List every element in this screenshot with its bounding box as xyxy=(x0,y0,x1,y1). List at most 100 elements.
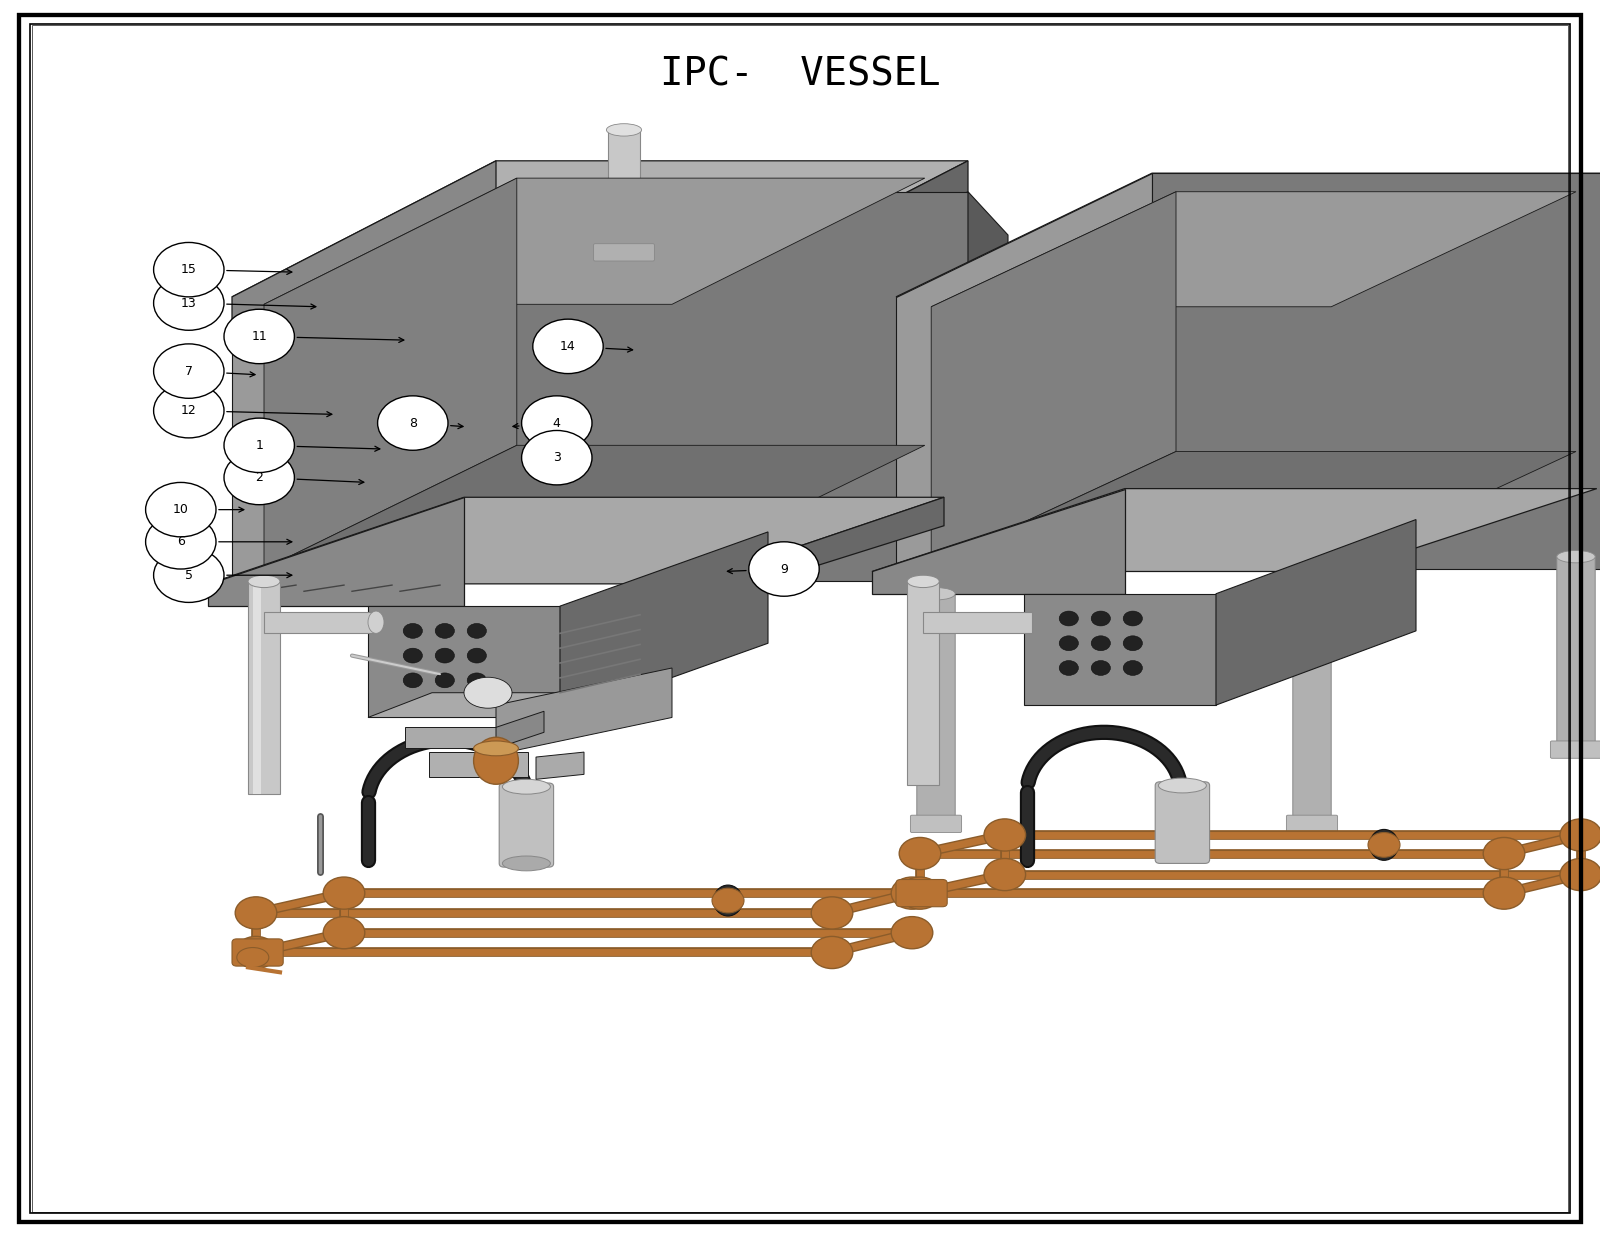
Ellipse shape xyxy=(1557,550,1595,563)
Circle shape xyxy=(154,344,224,398)
Text: 10: 10 xyxy=(173,503,189,516)
Text: 13: 13 xyxy=(181,297,197,309)
Circle shape xyxy=(146,482,216,537)
Polygon shape xyxy=(232,192,496,581)
FancyBboxPatch shape xyxy=(1155,782,1210,863)
Polygon shape xyxy=(264,612,376,633)
Polygon shape xyxy=(248,581,280,794)
Text: 8: 8 xyxy=(410,417,416,429)
Polygon shape xyxy=(208,497,944,584)
Polygon shape xyxy=(264,178,925,304)
Polygon shape xyxy=(232,161,968,297)
Polygon shape xyxy=(429,752,528,777)
Polygon shape xyxy=(896,173,1600,297)
Circle shape xyxy=(522,396,592,450)
Text: 15: 15 xyxy=(181,263,197,276)
Circle shape xyxy=(891,917,933,949)
Polygon shape xyxy=(896,173,1152,569)
Ellipse shape xyxy=(464,678,512,708)
Circle shape xyxy=(378,396,448,450)
Text: 12: 12 xyxy=(181,404,197,417)
Circle shape xyxy=(891,877,933,909)
Ellipse shape xyxy=(502,856,550,871)
Circle shape xyxy=(1560,858,1600,891)
FancyBboxPatch shape xyxy=(499,783,554,867)
Polygon shape xyxy=(264,178,517,569)
Text: 9: 9 xyxy=(781,563,787,575)
Ellipse shape xyxy=(606,124,642,136)
Circle shape xyxy=(235,936,277,969)
Polygon shape xyxy=(872,489,1597,571)
Circle shape xyxy=(1123,636,1142,651)
Circle shape xyxy=(522,430,592,485)
Circle shape xyxy=(1123,661,1142,675)
Polygon shape xyxy=(872,489,1125,594)
Circle shape xyxy=(154,242,224,297)
Polygon shape xyxy=(931,452,1576,565)
Circle shape xyxy=(1091,661,1110,675)
Text: 1: 1 xyxy=(256,439,262,452)
Polygon shape xyxy=(1152,173,1600,569)
Circle shape xyxy=(154,383,224,438)
Polygon shape xyxy=(264,445,925,569)
Circle shape xyxy=(154,548,224,602)
Polygon shape xyxy=(405,727,496,748)
Ellipse shape xyxy=(474,737,518,784)
Circle shape xyxy=(467,673,486,688)
Text: 14: 14 xyxy=(560,340,576,353)
Polygon shape xyxy=(1216,520,1416,705)
Circle shape xyxy=(467,623,486,638)
FancyBboxPatch shape xyxy=(1286,815,1338,833)
Circle shape xyxy=(712,888,744,913)
Polygon shape xyxy=(923,612,1032,633)
Polygon shape xyxy=(688,497,944,606)
FancyBboxPatch shape xyxy=(1557,554,1595,745)
Circle shape xyxy=(1560,819,1600,851)
Circle shape xyxy=(533,319,603,374)
Circle shape xyxy=(984,819,1026,851)
Circle shape xyxy=(1483,837,1525,870)
Text: 6: 6 xyxy=(178,536,184,548)
Text: 2: 2 xyxy=(256,471,262,484)
Polygon shape xyxy=(560,532,768,717)
FancyBboxPatch shape xyxy=(232,939,283,966)
Polygon shape xyxy=(1024,594,1216,705)
Ellipse shape xyxy=(1370,830,1398,861)
Circle shape xyxy=(811,936,853,969)
Circle shape xyxy=(235,897,277,929)
Polygon shape xyxy=(496,668,672,755)
Text: 11: 11 xyxy=(251,330,267,343)
Circle shape xyxy=(435,623,454,638)
Circle shape xyxy=(146,515,216,569)
Circle shape xyxy=(1059,636,1078,651)
Circle shape xyxy=(899,877,941,909)
Circle shape xyxy=(1123,611,1142,626)
Circle shape xyxy=(1368,833,1400,857)
Circle shape xyxy=(403,623,422,638)
Circle shape xyxy=(899,837,941,870)
Polygon shape xyxy=(704,161,968,328)
Ellipse shape xyxy=(474,741,518,756)
Ellipse shape xyxy=(237,948,269,967)
Circle shape xyxy=(984,858,1026,891)
Polygon shape xyxy=(608,130,640,254)
Ellipse shape xyxy=(368,611,384,633)
Circle shape xyxy=(323,917,365,949)
Text: 4: 4 xyxy=(554,417,560,429)
FancyBboxPatch shape xyxy=(917,591,955,819)
Circle shape xyxy=(323,877,365,909)
Ellipse shape xyxy=(1158,778,1206,793)
Polygon shape xyxy=(368,693,624,717)
Ellipse shape xyxy=(907,575,939,588)
Circle shape xyxy=(224,450,294,505)
Text: 3: 3 xyxy=(554,452,560,464)
Circle shape xyxy=(467,648,486,663)
Circle shape xyxy=(1483,877,1525,909)
Circle shape xyxy=(1091,611,1110,626)
Circle shape xyxy=(1091,636,1110,651)
Circle shape xyxy=(1059,661,1078,675)
Polygon shape xyxy=(931,192,1176,565)
Polygon shape xyxy=(208,497,464,606)
FancyBboxPatch shape xyxy=(1550,741,1600,758)
Polygon shape xyxy=(253,581,261,794)
